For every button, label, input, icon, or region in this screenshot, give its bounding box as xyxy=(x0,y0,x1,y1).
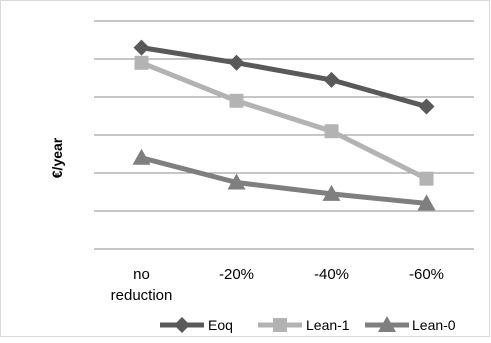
data-point xyxy=(323,71,340,88)
legend-label: Eoq xyxy=(208,317,233,333)
series-1 xyxy=(133,39,435,115)
data-point xyxy=(322,184,341,201)
data-point xyxy=(133,39,150,56)
data-point xyxy=(228,54,245,71)
data-point xyxy=(418,98,435,115)
series-line xyxy=(139,60,429,182)
legend-label: Lean-1 xyxy=(306,317,350,333)
series-2 xyxy=(134,55,434,186)
series-line xyxy=(139,155,429,206)
series-line xyxy=(139,45,429,109)
data-point xyxy=(134,55,149,70)
legend-item: Lean-1 xyxy=(258,317,350,333)
legend-label: Lean-0 xyxy=(412,317,456,333)
series-layer xyxy=(132,39,436,211)
data-point xyxy=(132,148,151,165)
x-tick-label: -20% xyxy=(219,266,254,283)
data-point xyxy=(419,171,434,186)
x-tick-label: no reduction xyxy=(111,266,173,304)
data-point xyxy=(273,318,287,332)
data-point xyxy=(174,317,190,333)
y-axis-label: €/year xyxy=(49,137,65,178)
data-point xyxy=(229,93,244,108)
legend: Eoq Lean-1 Lean-0 xyxy=(160,316,456,333)
data-point xyxy=(227,173,246,190)
legend-item: Eoq xyxy=(160,317,233,333)
gridlines xyxy=(94,20,474,250)
data-point xyxy=(378,316,396,332)
legend-item: Lean-0 xyxy=(365,316,456,333)
x-tick-label: -60% xyxy=(409,266,444,283)
data-point xyxy=(417,194,436,211)
x-tick-label: -40% xyxy=(314,266,349,283)
data-point xyxy=(324,124,339,139)
x-tick-labels: no reduction -20% -40% -60% xyxy=(111,266,444,304)
series-3 xyxy=(132,148,436,211)
